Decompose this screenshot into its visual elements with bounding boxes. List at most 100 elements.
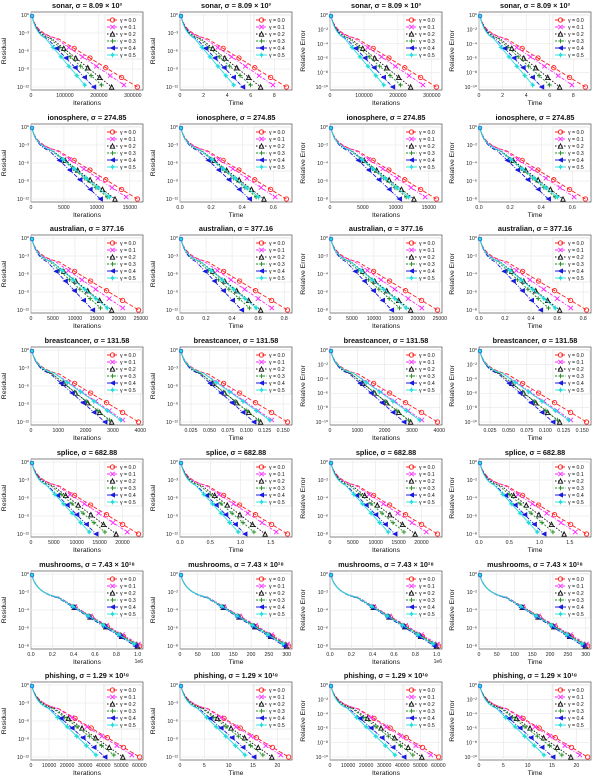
series-marker-0 [552,735,558,741]
series-marker-5 [548,621,555,628]
series-group [479,462,589,537]
series-marker-3 [554,417,560,423]
legend-label-5: γ = 0.5 [568,388,584,394]
y-tick-label: 10⁻⁴ [466,608,477,614]
legend-label-1: γ = 0.1 [568,248,584,254]
series-marker-5 [209,500,216,507]
panel-title: breastcancer, σ = 131.58 [492,336,577,345]
series-marker-5 [54,714,61,721]
legend-marker-4 [408,715,414,721]
series-marker-4 [378,735,385,741]
series-marker-1 [99,733,105,739]
series-line-5 [31,15,86,86]
series-marker-4 [400,419,406,425]
series-marker-4 [83,521,89,527]
series-marker-5 [376,519,383,526]
legend-label-0: γ = 0.0 [568,241,584,247]
legend-marker-0 [408,352,414,358]
y-tick-label: 10⁻⁴ [317,377,328,383]
series-marker-3 [390,520,395,525]
series-marker-4 [380,74,386,81]
series-marker-4 [58,715,64,722]
series-marker-5 [117,417,124,424]
x-tick-label: 0 [328,205,331,211]
start-point-marker [179,348,184,354]
y-tick-label: 10⁻⁴ [466,377,477,383]
series-marker-3 [379,510,384,516]
series-marker-0 [119,521,126,527]
legend-label-2: γ = 0.2 [120,255,136,261]
series-marker-5 [253,407,260,414]
y-tick-label: 10⁰ [170,683,178,689]
legend-label-4: γ = 0.4 [568,381,584,387]
series-marker-5 [86,528,93,535]
legend-label-5: γ = 0.5 [419,723,435,729]
y-tick-label: 10⁻² [467,143,478,149]
y-tick-label: 10⁻⁶ [466,626,477,632]
legend-label-0: γ = 0.0 [419,688,435,694]
legend-marker-2 [109,30,116,37]
legend-label-3: γ = 0.3 [269,597,285,603]
series-marker-2 [108,418,115,425]
series-marker-5 [357,267,364,274]
legend-marker-4 [408,157,414,163]
series-marker-4 [251,754,257,760]
series-marker-5 [232,175,239,181]
x-tick-label: 100 [510,652,519,658]
series-marker-2 [255,744,262,751]
x-tick-label: 15 [549,763,555,769]
y-tick-label: 10⁰ [170,572,178,578]
legend-label-1: γ = 0.1 [419,695,435,701]
series-marker-0 [550,176,557,183]
series-marker-0 [103,511,110,518]
series-marker-4 [510,55,517,61]
series-marker-5 [356,53,363,60]
legend-label-3: γ = 0.3 [568,486,584,492]
legend-marker-3 [408,708,414,714]
legend-label-0: γ = 0.0 [568,465,584,471]
legend-label-4: γ = 0.4 [120,493,136,499]
legend-marker-3 [558,262,563,267]
legend-label-1: γ = 0.1 [568,136,584,142]
y-tick-label: 10⁻⁴ [466,272,477,278]
x-tick-label: 0 [179,93,182,99]
series-line-1 [330,15,423,86]
legend-box [104,684,143,730]
start-point-marker [179,572,184,577]
series-marker-4 [388,307,394,314]
series-marker-0 [583,531,589,537]
x-tick-label: 250 [563,652,572,658]
series-marker-1 [256,73,262,79]
series-marker-4 [77,176,83,183]
series-marker-4 [221,65,227,71]
series-marker-2 [556,83,563,90]
panel-title: phishing, σ = 1.29 × 10¹⁸ [194,671,278,680]
y-axis-label: Relative Error [300,253,307,295]
x-axis-label: Iterations [73,100,102,107]
legend-label-2: γ = 0.2 [269,255,285,261]
legend-marker-3 [110,597,115,602]
series-marker-3 [534,734,540,739]
series-marker-4 [516,390,523,396]
series-marker-0 [283,196,290,202]
series-marker-4 [230,74,237,81]
legend-label-2: γ = 0.2 [120,143,136,149]
legend: γ = 0.0γ = 0.1γ = 0.2γ = 0.3γ = 0.4γ = 0… [104,126,143,171]
x-tick-label: 0.2 [347,652,354,658]
legend-marker-1 [557,136,563,142]
y-tick-label: 10⁻² [19,590,30,596]
y-tick-label: 10⁻⁴ [168,608,179,614]
series-marker-2 [371,54,378,61]
x-tick-label: 15000 [388,316,403,322]
series-marker-5 [525,389,532,395]
series-marker-5 [391,296,398,302]
x-tick-label: 3000 [107,428,119,434]
legend-marker-2 [408,142,414,149]
legend-marker-4 [109,45,115,51]
x-axis-label: Time [229,435,244,442]
series-marker-4 [240,409,246,416]
series-marker-1 [255,296,261,302]
series-marker-0 [71,380,78,387]
series-line-5 [180,239,257,309]
legend-label-2: γ = 0.2 [269,479,285,485]
